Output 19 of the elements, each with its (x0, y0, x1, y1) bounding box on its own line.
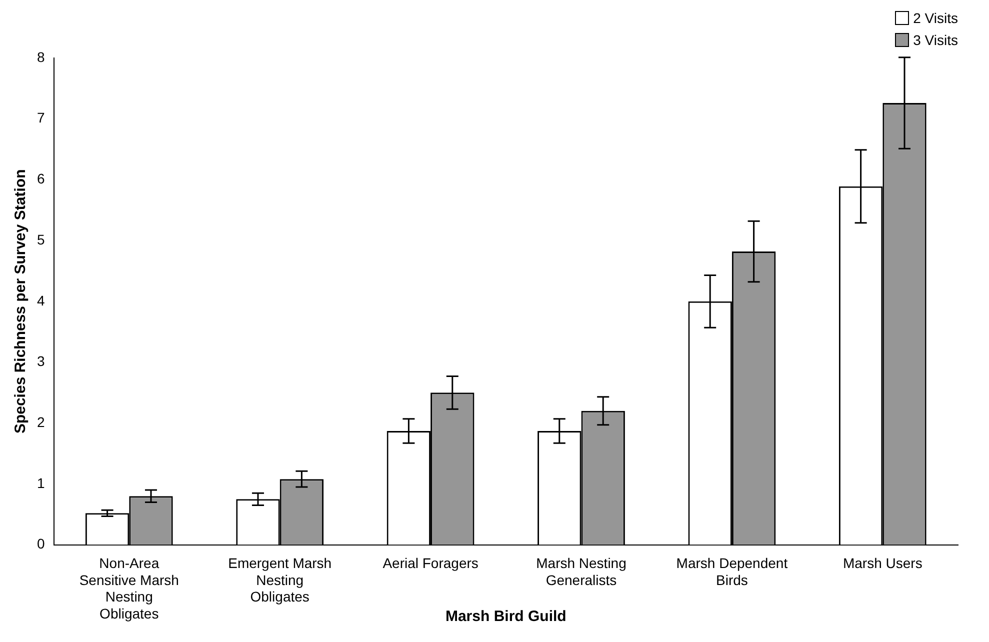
y-tick-label: 5 (36, 231, 45, 248)
y-tick-label: 2 (36, 414, 45, 430)
y-tick-label: 8 (36, 48, 45, 65)
y-tick-label: 3 (36, 353, 45, 370)
y-tick-label: 1 (36, 474, 45, 491)
y-tick-label: 0 (36, 536, 45, 552)
y-axis-title: Species Richness per Survey Station (12, 169, 30, 434)
x-axis-title: Marsh Bird Guild (445, 608, 566, 626)
x-tick-label: Marsh Nesting Generalists (536, 555, 626, 588)
x-tick-label: Emergent Marsh Nesting Obligates (228, 555, 332, 605)
x-tick-label: Marsh Dependent Birds (676, 555, 788, 588)
x-tick-label: Marsh Users (842, 555, 922, 572)
x-tick-label: Non-Area Sensitive Marsh Nesting Obligates (79, 555, 179, 622)
y-tick-label: 7 (36, 110, 45, 126)
legend-label: 3 Visits (913, 32, 958, 48)
y-tick-label: 4 (36, 292, 45, 308)
legend-label: 2 Visits (913, 10, 958, 26)
x-tick-label: Aerial Foragers (382, 555, 478, 572)
y-tick-label: 6 (36, 170, 45, 187)
